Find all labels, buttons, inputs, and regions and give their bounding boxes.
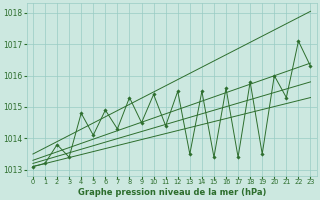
X-axis label: Graphe pression niveau de la mer (hPa): Graphe pression niveau de la mer (hPa) <box>77 188 266 197</box>
